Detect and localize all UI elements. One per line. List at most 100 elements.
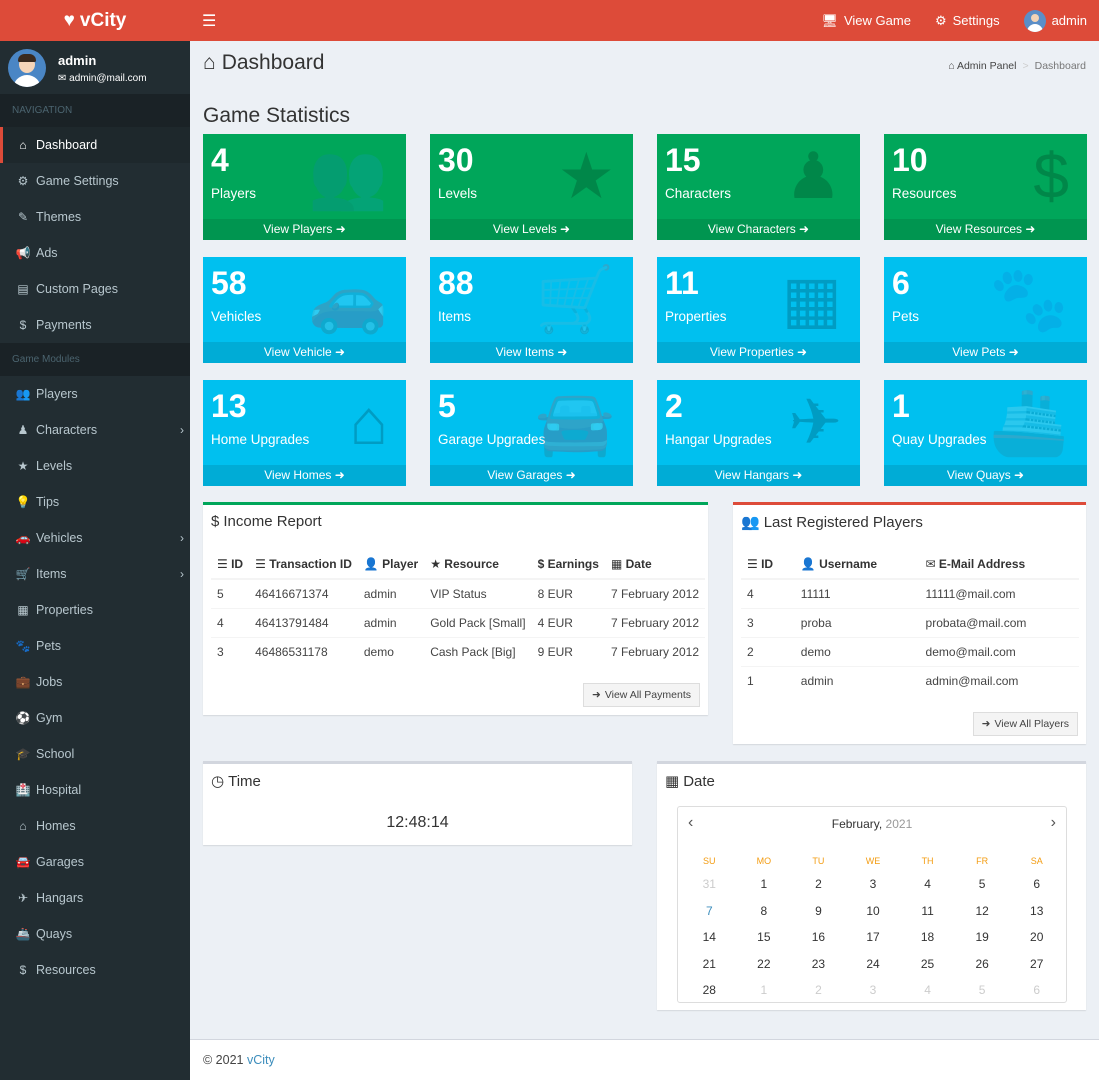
- calendar-day[interactable]: 5: [978, 983, 986, 997]
- calendar-day[interactable]: 15: [757, 930, 771, 944]
- sidebar-item-properties[interactable]: ▦ Properties: [0, 592, 190, 628]
- sidebar-item-levels[interactable]: ★ Levels: [0, 448, 190, 484]
- user-menu[interactable]: admin: [1023, 9, 1087, 32]
- sidebar-item-tips[interactable]: 💡 Tips: [0, 484, 190, 520]
- stat-icon: ✈: [788, 386, 842, 458]
- stat-value: 13: [211, 388, 247, 424]
- view-all-players-button[interactable]: ➜ View All Players: [972, 712, 1078, 736]
- weekday-label: TH: [921, 856, 934, 866]
- calendar-day[interactable]: 27: [1030, 956, 1044, 971]
- calendar-day[interactable]: 17: [866, 930, 880, 944]
- stat-value: 2: [665, 388, 683, 424]
- sidebar-item-school[interactable]: 🎓 School: [0, 736, 190, 772]
- calendar-day[interactable]: 24: [866, 956, 880, 971]
- stat-more-link[interactable]: View Characters ➜: [657, 219, 860, 240]
- calendar-day[interactable]: 16: [811, 930, 826, 944]
- calendar-day[interactable]: 4: [924, 983, 931, 997]
- sidebar-item-garages[interactable]: 🚘 Garages: [0, 844, 190, 880]
- stat-tile-characters: 15 Characters ♟ View Characters ➜: [657, 134, 860, 240]
- next-month-icon[interactable]: ›: [1050, 814, 1056, 831]
- calendar-day[interactable]: 22: [757, 956, 771, 971]
- stat-more-link[interactable]: View Homes ➜: [203, 465, 406, 486]
- stat-more-link[interactable]: View Items ➜: [430, 342, 633, 363]
- table-cell: 7 February 2012: [604, 578, 705, 608]
- calendar-day[interactable]: 10: [866, 903, 880, 918]
- sidebar-item-hospital[interactable]: 🏥 Hospital: [0, 772, 190, 808]
- sidebar-item-ads[interactable]: 📢 Ads: [0, 235, 190, 271]
- calendar-day[interactable]: 20: [1030, 930, 1044, 944]
- table-cell: 3: [211, 636, 250, 666]
- calendar-day[interactable]: 6: [1033, 983, 1041, 997]
- calendar-day[interactable]: 2: [815, 983, 822, 997]
- sidebar-item-hangars[interactable]: ✈ Hangars: [0, 880, 190, 916]
- stat-more-link[interactable]: View Resources ➜: [884, 219, 1087, 240]
- calendar-day[interactable]: 31: [702, 877, 716, 891]
- view-all-payments-button[interactable]: ➜ View All Payments: [583, 683, 700, 707]
- stat-more-link[interactable]: View Players ➜: [203, 219, 406, 240]
- sidebar-item-label: Dashboard: [36, 138, 98, 152]
- sidebar-item-label: School: [36, 747, 75, 761]
- stat-more-link[interactable]: View Pets ➜: [884, 342, 1087, 363]
- sidebar-item-payments[interactable]: $ Payments: [0, 307, 190, 343]
- calendar-day[interactable]: 18: [920, 930, 935, 944]
- sidebar-item-gym[interactable]: ⚽ Gym: [0, 700, 190, 736]
- calendar-day[interactable]: 9: [815, 903, 822, 918]
- sidebar-item-quays[interactable]: 🚢 Quays: [0, 916, 190, 952]
- sidebar-item-themes[interactable]: ✎ Themes: [0, 199, 190, 235]
- calendar-day[interactable]: 11: [921, 903, 934, 918]
- calendar-day[interactable]: 3: [869, 877, 877, 891]
- calendar-day[interactable]: 28: [702, 983, 716, 997]
- calendar-day[interactable]: 1: [760, 983, 768, 997]
- sidebar-item-homes[interactable]: ⌂ Homes: [0, 808, 190, 844]
- prev-month-icon[interactable]: ‹: [688, 814, 694, 831]
- calendar-day[interactable]: 2: [815, 877, 822, 891]
- calendar-day[interactable]: 13: [1030, 903, 1044, 918]
- sidebar-item-items[interactable]: 🛒 Items ›: [0, 556, 190, 592]
- sidebar-item-pets[interactable]: 🐾 Pets: [0, 628, 190, 664]
- sidebar-item-label: Characters: [36, 423, 98, 437]
- sidebar-item-players[interactable]: 👥 Players: [0, 376, 190, 412]
- calendar-day[interactable]: 8: [760, 903, 768, 918]
- calendar-day[interactable]: 26: [975, 956, 989, 971]
- breadcrumb-root[interactable]: ⌂ Admin Panel: [948, 60, 1017, 72]
- table-row: 3 proba probata@mail.com: [741, 607, 1079, 637]
- stat-more-link[interactable]: View Garages ➜: [430, 465, 633, 486]
- column-header: ☰ ID: [741, 549, 795, 580]
- calendar-day[interactable]: 3: [869, 983, 877, 997]
- calendar-day[interactable]: 6: [1033, 877, 1041, 891]
- sidebar-item-jobs[interactable]: 💼 Jobs: [0, 664, 190, 700]
- dollar-icon: $: [211, 513, 220, 530]
- calendar-day[interactable]: 21: [702, 956, 716, 971]
- calendar-day[interactable]: 25: [920, 956, 935, 971]
- sidebar-item-resources[interactable]: $ Resources: [0, 952, 190, 988]
- calendar-day[interactable]: 5: [978, 877, 986, 891]
- stat-more-link[interactable]: View Hangars ➜: [657, 465, 860, 486]
- sidebar-item-custom-pages[interactable]: ▤ Custom Pages: [0, 271, 190, 307]
- settings-link[interactable]: ⚙ Settings: [934, 12, 1000, 29]
- calendar-day[interactable]: 14: [702, 930, 716, 944]
- stat-more-link[interactable]: View Levels ➜: [430, 219, 633, 240]
- table-row: 4 11111 11111@mail.com: [741, 578, 1079, 608]
- sidebar-item-vehicles[interactable]: 🚗 Vehicles ›: [0, 520, 190, 556]
- stat-more-link[interactable]: View Vehicle ➜: [203, 342, 406, 363]
- box-title: 👥 Last Registered Players: [741, 513, 923, 532]
- stat-label: Players: [211, 186, 257, 201]
- sidebar-item-label: Jobs: [36, 675, 63, 689]
- calendar-day[interactable]: 12: [975, 903, 989, 918]
- calendar-day[interactable]: 19: [975, 930, 989, 944]
- sidebar-item-label: Themes: [36, 210, 82, 224]
- stat-more-link[interactable]: View Properties ➜: [657, 342, 860, 363]
- sidebar-item-dashboard[interactable]: ⌂ Dashboard: [0, 127, 190, 163]
- brand-logo[interactable]: ♥ vCity: [0, 0, 190, 41]
- menu-toggle-icon[interactable]: ☰: [202, 13, 217, 30]
- stat-more-link[interactable]: View Quays ➜: [884, 465, 1087, 486]
- calendar-day[interactable]: 23: [811, 956, 826, 971]
- sidebar-item-game-settings[interactable]: ⚙ Game Settings: [0, 163, 190, 199]
- view-game-link[interactable]: 🖥 View Game: [821, 12, 911, 29]
- calendar-day[interactable]: 7: [705, 903, 713, 918]
- chevron-right-icon: ›: [180, 567, 184, 581]
- footer-link[interactable]: vCity: [246, 1053, 275, 1067]
- sidebar-item-characters[interactable]: ♟ Characters ›: [0, 412, 190, 448]
- calendar-day[interactable]: 1: [760, 877, 768, 891]
- calendar-day[interactable]: 4: [924, 877, 931, 891]
